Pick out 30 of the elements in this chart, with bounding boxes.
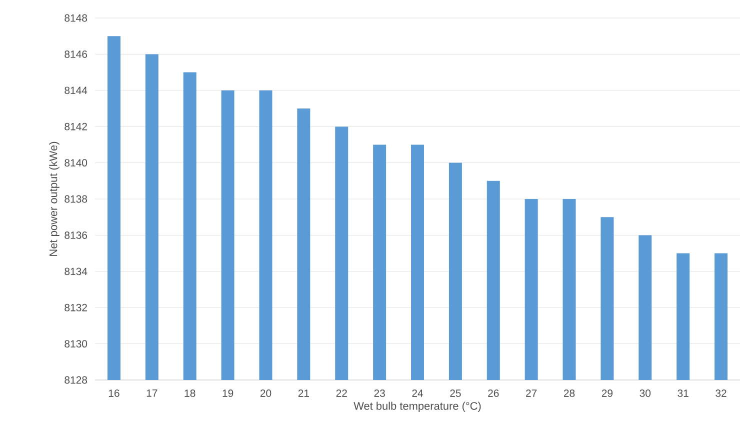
y-axis-title: Net power output (kWe)	[49, 142, 60, 256]
y-tick-label: 8134	[64, 268, 88, 276]
y-tick-label: 8128	[64, 376, 88, 384]
y-tick-label: 8144	[64, 86, 88, 94]
y-tick-label: 8132	[64, 304, 87, 312]
x-tick-label: 23	[374, 390, 385, 397]
y-tick-label: 8142	[64, 122, 87, 130]
y-tick-label: 8138	[64, 195, 88, 203]
x-axis-title: Wet bulb temperature (°C)	[354, 402, 481, 412]
x-tick-label: 24	[412, 390, 423, 397]
x-tick-label: 26	[488, 390, 499, 397]
x-tick-label: 20	[260, 390, 272, 397]
x-tick-label: 25	[450, 390, 461, 397]
x-tick-label: 21	[298, 390, 309, 397]
x-tick-label: 32	[716, 390, 726, 397]
y-tick-label: 8136	[64, 232, 88, 239]
y-tick-label: 8148	[64, 14, 88, 22]
y-tick-label: 8130	[64, 340, 88, 348]
y-tick-label: 8140	[64, 159, 88, 167]
x-tick-label: 18	[184, 390, 196, 397]
y-tick-label: 8146	[64, 50, 88, 58]
x-tick-label: 17	[146, 390, 158, 397]
x-tick-label: 30	[640, 390, 651, 397]
x-tick-label: 16	[108, 390, 120, 397]
x-tick-label: 19	[222, 390, 234, 397]
x-tick-label: 29	[602, 390, 613, 397]
x-tick-label: 27	[526, 390, 537, 397]
x-tick-label: 31	[678, 390, 688, 397]
x-tick-label: 22	[336, 390, 347, 397]
x-tick-label: 28	[564, 390, 575, 397]
